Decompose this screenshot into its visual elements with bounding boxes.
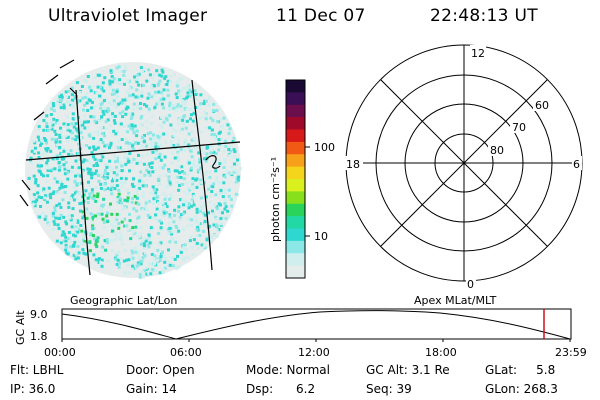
mlt-label-12: 12 [471, 47, 485, 60]
info-ip: IP: 36.0 [10, 382, 56, 396]
colorbar-frame [285, 79, 306, 279]
info-door: Door: Open [126, 363, 195, 377]
coastline-loop [205, 155, 221, 169]
instrument-title: Ultraviolet Imager [48, 6, 208, 26]
time-label: 22:48:13 UT [430, 6, 538, 26]
y-tick-1-8: 1.8 [30, 330, 48, 343]
y-tick-9: 9.0 [30, 308, 48, 321]
altitude-curve [61, 310, 571, 340]
x-tick-2359: 23:59 [555, 346, 587, 359]
colorbar-gradient [286, 80, 305, 279]
colorbar-unit-label: photon cm⁻²s⁻¹ [269, 157, 282, 242]
polar-plot [345, 44, 583, 282]
colorbar: 100 10 photon cm⁻²s⁻¹ [269, 79, 335, 279]
geo-label: Geographic Lat/Lon [70, 294, 177, 307]
info-gain: Gain: 14 [126, 382, 177, 396]
gc-alt-axis-label: GC Alt [14, 310, 27, 345]
axis-diag-2 [380, 79, 548, 247]
altitude-panel: Geographic Lat/Lon Apex MLat/MLT GC Alt … [14, 294, 587, 359]
altitude-frame [61, 308, 572, 340]
info-glat: GLat: 5.8 [485, 363, 556, 377]
info-dsp: Dsp: 6.2 [246, 382, 316, 396]
x-tick-1200: 12:00 [298, 346, 330, 359]
imager-disk [19, 59, 242, 279]
x-tick-1800: 18:00 [425, 346, 457, 359]
x-tick-0000: 00:00 [44, 346, 76, 359]
colorbar-tick-label-10: 10 [314, 230, 328, 243]
mlt-label-6: 6 [573, 158, 580, 171]
info-seq: Seq: 39 [366, 382, 412, 396]
geo-meridian-right [191, 79, 213, 271]
date-label: 11 Dec 07 [276, 6, 366, 26]
mlt-label-0: 0 [467, 278, 474, 291]
mlat-label-60: 60 [535, 99, 549, 112]
colorbar-tick-label-100: 100 [314, 141, 335, 154]
x-tick-0600: 06:00 [170, 346, 202, 359]
apex-label: Apex MLat/MLT [414, 294, 497, 307]
polar-labels: 12 0 18 6 60 70 80 [345, 45, 582, 291]
info-filter: Flt: LBHL [10, 363, 64, 377]
info-mode: Mode: Normal [246, 363, 330, 377]
geo-meridian-left [75, 89, 91, 276]
info-glon: GLon: 268.3 [485, 382, 558, 396]
auroral-speckle [27, 64, 242, 279]
mlat-label-80: 80 [490, 144, 504, 157]
info-gc-alt: GC Alt: 3.1 Re [366, 363, 450, 377]
geo-latitude-line [25, 141, 241, 161]
disk-background [25, 62, 241, 278]
mlat-label-70: 70 [512, 121, 526, 134]
coastline-fragments [19, 59, 77, 207]
mlt-label-18: 18 [346, 158, 360, 171]
